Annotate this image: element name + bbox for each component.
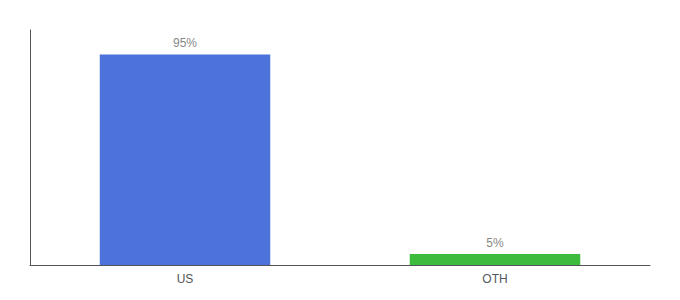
svg-text:95%: 95%: [173, 36, 197, 50]
svg-text:US: US: [177, 272, 194, 286]
svg-text:5%: 5%: [486, 236, 504, 250]
svg-text:OTH: OTH: [482, 272, 507, 286]
